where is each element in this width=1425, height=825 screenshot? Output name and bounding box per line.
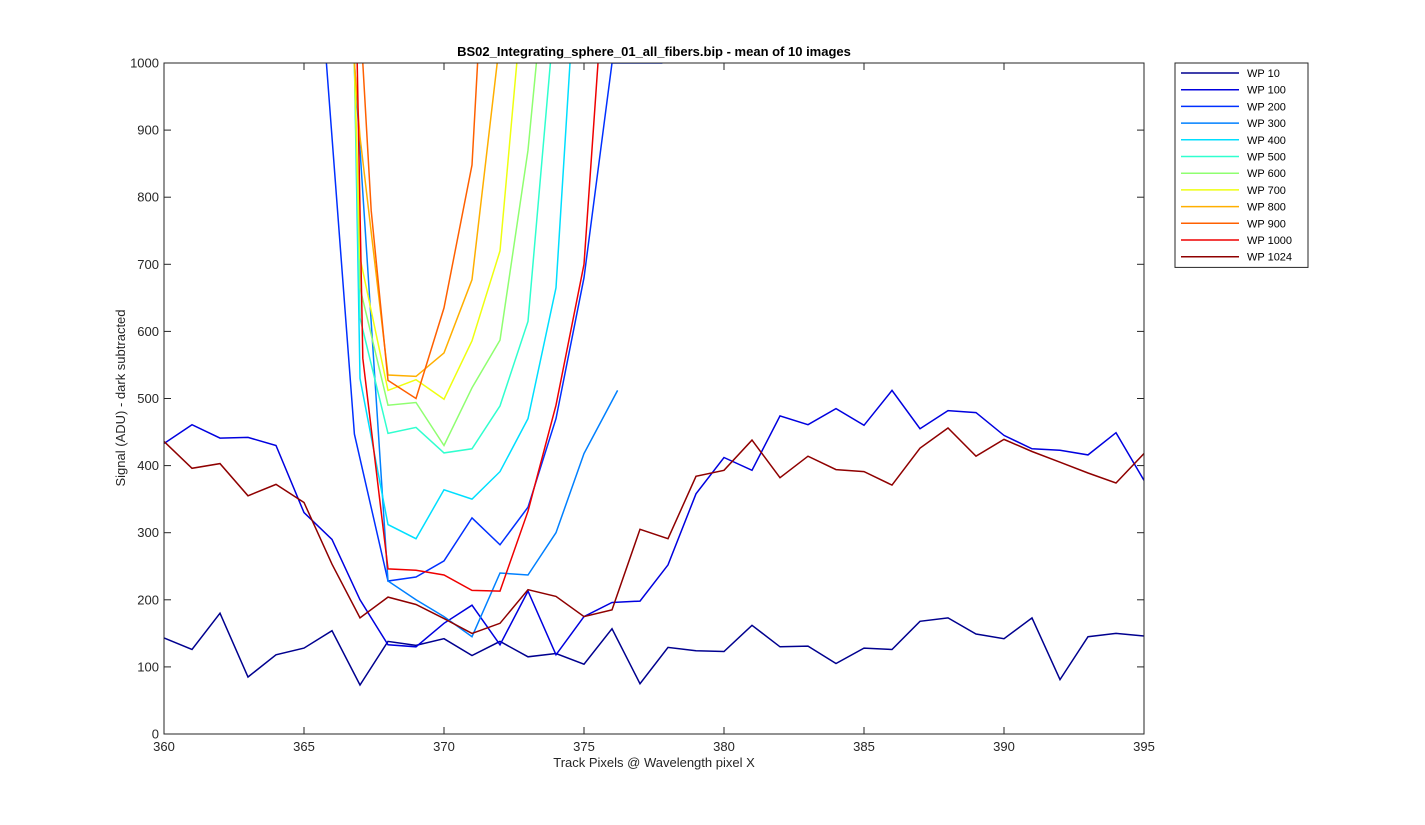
y-axis-ticks: 0 100 200 300 400 500 600 700 800 900 1000 bbox=[130, 56, 1144, 742]
y-tick-label: 700 bbox=[137, 257, 159, 272]
series-line-wp-300 bbox=[353, 63, 619, 638]
legend-entry-label: WP 10 bbox=[1247, 68, 1280, 80]
x-tick-label: 365 bbox=[293, 739, 315, 754]
y-tick-label: 300 bbox=[137, 525, 159, 540]
x-tick-label: 360 bbox=[153, 739, 175, 754]
series-line-wp-600 bbox=[353, 63, 538, 448]
chart-title: BS02_Integrating_sphere_01_all_fibers.bi… bbox=[457, 44, 851, 59]
y-tick-label: 500 bbox=[137, 391, 159, 406]
series-line-wp-100 bbox=[164, 389, 1144, 657]
plot-area bbox=[164, 63, 1144, 734]
legend-entry-label: WP 1000 bbox=[1247, 235, 1292, 247]
y-tick-label: 1000 bbox=[130, 56, 159, 71]
y-axis-label: Signal (ADU) - dark subtracted bbox=[113, 309, 128, 486]
legend-entry-label: WP 400 bbox=[1247, 135, 1286, 147]
y-tick-label: 100 bbox=[137, 659, 159, 674]
y-tick-label: 800 bbox=[137, 190, 159, 205]
legend-entry-label: WP 1024 bbox=[1247, 252, 1292, 264]
legend-entry-label: WP 300 bbox=[1247, 118, 1286, 130]
legend-box bbox=[1174, 62, 1309, 268]
legend-entry-label: WP 700 bbox=[1247, 185, 1286, 197]
x-axis-label: Track Pixels @ Wavelength pixel X bbox=[553, 755, 755, 770]
series-line-wp-10 bbox=[164, 611, 1144, 687]
x-tick-label: 395 bbox=[1133, 739, 1155, 754]
legend-entry-label: WP 100 bbox=[1247, 85, 1286, 97]
y-tick-label: 200 bbox=[137, 592, 159, 607]
series-line-wp-800 bbox=[353, 63, 498, 378]
legend-entry-label: WP 600 bbox=[1247, 168, 1286, 180]
series-line-wp-1024 bbox=[164, 427, 1144, 635]
x-tick-label: 385 bbox=[853, 739, 875, 754]
series-line-wp-500 bbox=[353, 63, 552, 454]
x-tick-label: 370 bbox=[433, 739, 455, 754]
legend-entry-label: WP 900 bbox=[1247, 218, 1286, 230]
x-tick-label: 380 bbox=[713, 739, 735, 754]
x-tick-label: 375 bbox=[573, 739, 595, 754]
x-axis-ticks: 360 365 370 375 380 385 390 395 bbox=[153, 63, 1155, 754]
legend-entry-label: WP 500 bbox=[1247, 152, 1286, 164]
series-line-wp-200 bbox=[325, 63, 663, 582]
series-lines bbox=[164, 63, 1144, 687]
x-tick-label: 390 bbox=[993, 739, 1015, 754]
y-tick-label: 900 bbox=[137, 123, 159, 138]
legend-entry-label: WP 800 bbox=[1247, 202, 1286, 214]
series-line-wp-900 bbox=[362, 63, 479, 400]
legend-entry-label: WP 200 bbox=[1247, 101, 1286, 113]
y-tick-label: 0 bbox=[152, 727, 159, 742]
series-line-wp-1000 bbox=[356, 63, 599, 592]
y-tick-label: 600 bbox=[137, 324, 159, 339]
series-line-wp-700 bbox=[353, 63, 518, 401]
y-tick-label: 400 bbox=[137, 458, 159, 473]
legend: WP 10 WP 100 WP 200 WP 300 WP 400 WP 500 WP 60… bbox=[1174, 62, 1309, 268]
